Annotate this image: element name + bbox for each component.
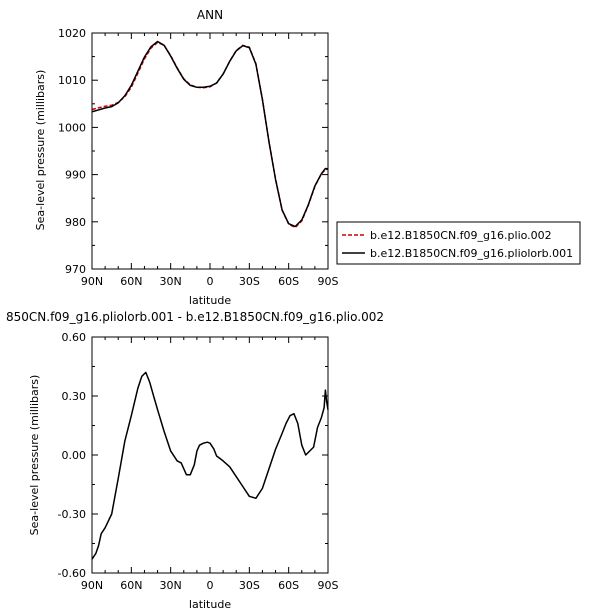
chart-bottom-xtick-label: 30N [160,579,182,592]
chart-top-series [91,40,329,229]
chart-bottom: 850CN.f09_g16.pliolorb.001 - b.e12.B1850… [6,310,384,611]
chart-top-xtick-label: 60N [120,275,142,288]
chart-top-ytick-label: 1000 [58,121,86,134]
legend-box [336,221,581,265]
chart-top-frame [91,32,329,270]
chart-bottom-ytick-label: -0.60 [58,567,86,580]
chart-bottom-series [91,371,329,560]
chart-bottom-ytick-label: 0.60 [62,331,87,344]
chart-bottom-xtick-label: 60N [120,579,142,592]
chart-top-xlabel: latitude [189,294,231,307]
chart-top-xtick-label: 0 [207,275,214,288]
chart-top-xtick-label: 90N [81,275,103,288]
chart-bottom-ytick-label: 0.00 [62,449,87,462]
chart-bottom-ticks: 90N 60N 30N 0 30S 60S 90S 0.60 0.30 0.00 -0.30 -0.6… [58,331,339,592]
chart-top-series-line-0 [91,41,329,229]
chart-bottom-series-line-0 [91,371,329,560]
chart-top-ytick-label: 970 [65,263,86,276]
chart-top-ytick-label: 1020 [58,27,86,40]
chart-bottom-xtick-label: 60S [278,579,299,592]
chart-bottom-xtick-label: 90S [318,579,339,592]
chart-bottom-xtick-label: 90N [81,579,103,592]
chart-top: ANN Sea-level pressure (millibars) latit… [34,8,339,307]
chart-top-ytick-label: 980 [65,216,86,229]
chart-bottom-ytick-label: 0.30 [62,390,87,403]
legend-label-0: b.e12.B1850CN.f09_g16.plio.002 [370,229,552,242]
chart-top-ticks: 90N 60N 30N 0 30S 60S 90S 970 980 990 1000 1010 1020 [58,27,339,288]
chart-bottom-xlabel: latitude [189,598,231,611]
chart-top-title: ANN [197,8,223,22]
chart-top-ytick-label: 1010 [58,74,86,87]
chart-bottom-xtick-label: 0 [207,579,214,592]
chart-top-xtick-label: 30S [239,275,260,288]
legend: b.e12.B1850CN.f09_g16.plio.002 b.e12.B18… [336,221,581,265]
chart-top-ytick-label: 990 [65,169,86,182]
chart-bottom-frame [91,336,329,574]
chart-top-xtick-label: 30N [160,275,182,288]
legend-label-1: b.e12.B1850CN.f09_g16.pliolorb.001 [370,247,573,260]
chart-top-ylabel: Sea-level pressure (millibars) [34,70,47,231]
chart-bottom-xtick-label: 30S [239,579,260,592]
chart-bottom-ylabel: Sea-level pressure (millibars) [28,375,41,536]
chart-bottom-title: 850CN.f09_g16.pliolorb.001 - b.e12.B1850… [6,310,384,324]
chart-bottom-ytick-label: -0.30 [58,508,86,521]
chart-top-xtick-label: 90S [318,275,339,288]
chart-top-xtick-label: 60S [278,275,299,288]
chart-top-series-line-1 [91,40,329,228]
